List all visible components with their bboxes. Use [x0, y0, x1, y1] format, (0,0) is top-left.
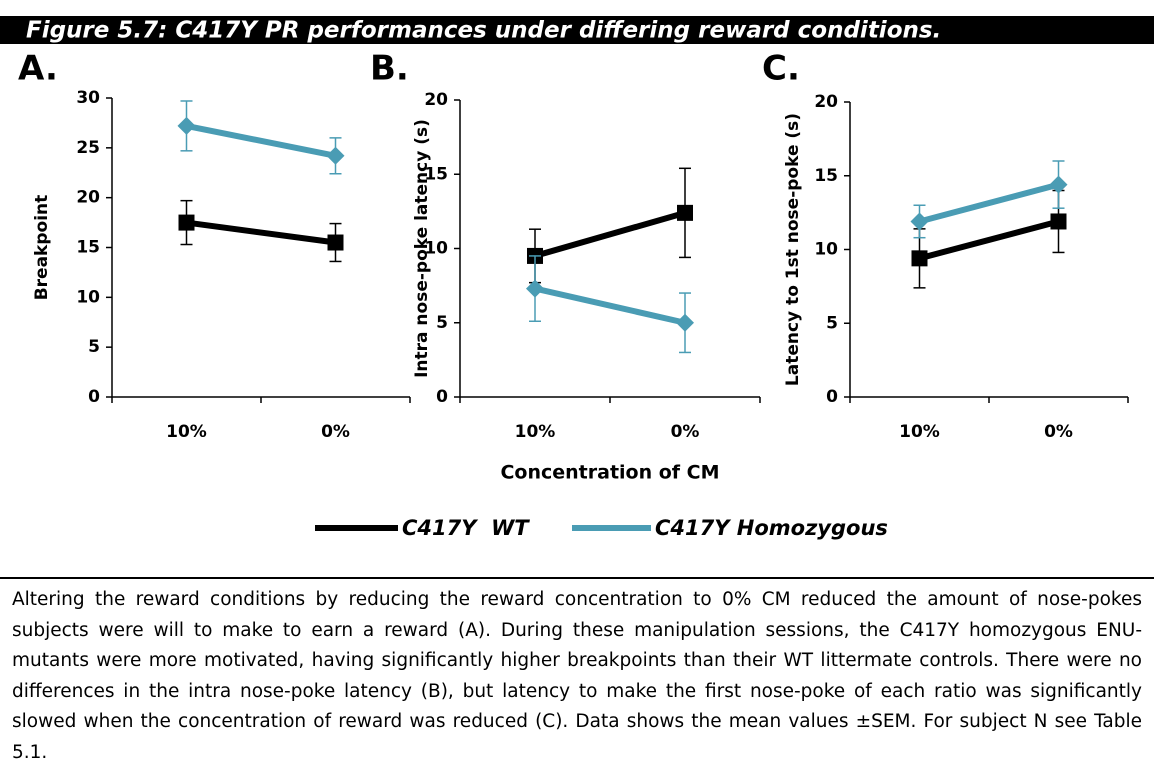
y-tick-label: 15 [814, 166, 838, 186]
y-tick-label: 25 [76, 138, 100, 158]
x-tick-label: 10% [515, 422, 556, 442]
marker [526, 279, 544, 298]
y-tick-label: 5 [826, 313, 838, 333]
figure: Figure 5.7: C417Y PR performances under … [0, 16, 1154, 540]
y-tick-label: 10 [814, 240, 838, 260]
y-tick-label: 0 [436, 387, 448, 407]
series-line [534, 285, 686, 326]
y-axis-label: Breakpoint [32, 195, 52, 301]
panel-label: A. [18, 49, 58, 89]
x-tick-label: 0% [1044, 422, 1073, 442]
x-tick-label: 0% [671, 422, 700, 442]
y-tick-label: 5 [436, 313, 448, 333]
y-tick-label: 0 [88, 387, 100, 407]
marker [178, 214, 195, 231]
x-tick-label: 0% [321, 422, 350, 442]
y-tick-label: 15 [424, 164, 448, 184]
x-axis-label: Concentration of CM [500, 462, 719, 484]
panel-label: C. [762, 49, 800, 89]
y-tick-label: 0 [826, 387, 838, 407]
series-line [918, 181, 1060, 225]
y-tick-label: 20 [76, 188, 100, 208]
marker [911, 250, 928, 267]
legend-label: C417Y WT [402, 516, 530, 540]
x-tick-label: 10% [899, 422, 940, 442]
marker [326, 146, 345, 165]
y-tick-label: 10 [424, 239, 448, 259]
x-tick-label: 10% [166, 422, 207, 442]
series-line [186, 219, 336, 246]
series-line [534, 209, 686, 259]
panel-label: B. [370, 49, 409, 89]
y-tick-label: 30 [76, 88, 100, 108]
title-bar [0, 16, 1154, 44]
legend-label: C417Y Homozygous [655, 516, 888, 540]
marker [327, 234, 344, 251]
y-axis-label: Latency to 1st nose-poke (s) [783, 113, 803, 386]
marker [676, 313, 694, 332]
y-tick-label: 20 [424, 90, 448, 110]
y-tick-label: 15 [76, 238, 100, 258]
series-line [185, 122, 337, 159]
y-tick-label: 20 [814, 92, 838, 112]
caption: Altering the reward conditions by reduci… [0, 577, 1154, 765]
marker [177, 116, 196, 135]
y-axis-label: Intra nose-poke latency (s) [412, 119, 432, 378]
series-line [918, 218, 1060, 262]
marker [1050, 213, 1067, 230]
y-tick-label: 10 [76, 287, 100, 307]
y-tick-label: 5 [88, 337, 100, 357]
figure-title: Figure 5.7: C417Y PR performances under … [26, 18, 941, 44]
marker [1049, 175, 1068, 194]
marker [910, 212, 929, 231]
marker [677, 204, 693, 221]
